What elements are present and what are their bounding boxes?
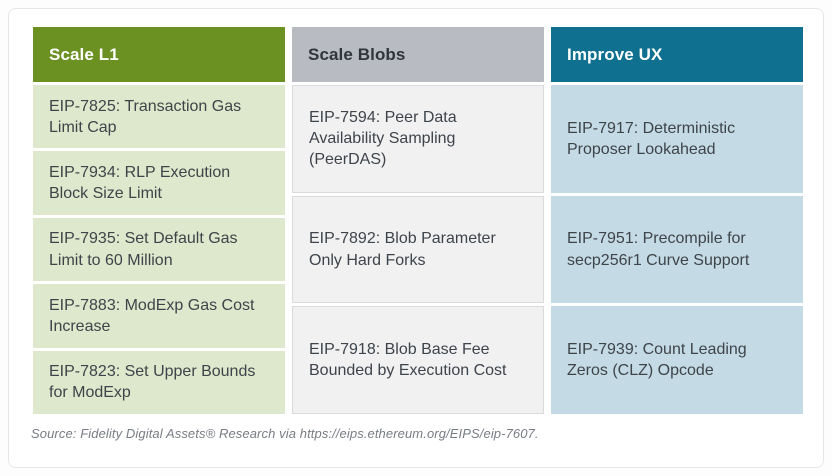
table-cell: EIP-7825: Transaction Gas Limit Cap [33, 85, 285, 149]
eip-item-label: EIP-7917: Deterministic Proposer Lookahe… [567, 119, 736, 158]
table-cell: EIP-7917: Deterministic Proposer Lookahe… [551, 85, 803, 193]
column-improve-ux: Improve UX EIP-7917: Deterministic Propo… [551, 27, 803, 415]
table-cell: EIP-7823: Set Upper Bounds for ModExp [33, 350, 285, 415]
figure-card: Scale L1 EIP-7825: Transaction Gas Limit… [8, 8, 824, 468]
table-cell: EIP-7594: Peer Data Availability Samplin… [292, 85, 544, 193]
column-header-label: Scale L1 [49, 44, 119, 64]
eip-item-label: EIP-7825: Transaction Gas Limit Cap [49, 97, 242, 136]
column-header-scale-blobs: Scale Blobs [292, 27, 544, 82]
table-cell: EIP-7918: Blob Base Fee Bounded by Execu… [292, 306, 544, 415]
table-cell: EIP-7935: Set Default Gas Limit to 60 Mi… [33, 217, 285, 282]
column-header-scale-l1: Scale L1 [33, 27, 285, 82]
eip-item-label: EIP-7883: ModExp Gas Cost Increase [49, 296, 255, 335]
eip-item-label: EIP-7918: Blob Base Fee Bounded by Execu… [309, 341, 507, 380]
eip-table: Scale L1 EIP-7825: Transaction Gas Limit… [33, 27, 803, 415]
table-cell: EIP-7939: Count Leading Zeros (CLZ) Opco… [551, 306, 803, 415]
source-note: Source: Fidelity Digital Assets® Researc… [31, 426, 539, 441]
table-cell: EIP-7892: Blob Parameter Only Hard Forks [292, 195, 544, 304]
column-header-label: Improve UX [567, 44, 663, 64]
column-header-improve-ux: Improve UX [551, 27, 803, 82]
eip-item-label: EIP-7934: RLP Execution Block Size Limit [49, 164, 231, 203]
table-cell: EIP-7883: ModExp Gas Cost Increase [33, 284, 285, 348]
column-scale-l1: Scale L1 EIP-7825: Transaction Gas Limit… [33, 27, 285, 415]
column-header-label: Scale Blobs [308, 44, 406, 64]
column-scale-blobs: Scale Blobs EIP-7594: Peer Data Availabi… [292, 27, 544, 415]
eip-item-label: EIP-7939: Count Leading Zeros (CLZ) Opco… [567, 341, 747, 380]
eip-item-label: EIP-7892: Blob Parameter Only Hard Forks [309, 230, 496, 269]
eip-item-label: EIP-7594: Peer Data Availability Samplin… [309, 109, 457, 169]
table-cell: EIP-7934: RLP Execution Block Size Limit [33, 151, 285, 215]
table-cell: EIP-7951: Precompile for secp256r1 Curve… [551, 195, 803, 304]
eip-item-label: EIP-7935: Set Default Gas Limit to 60 Mi… [49, 230, 238, 269]
eip-item-label: EIP-7951: Precompile for secp256r1 Curve… [567, 230, 750, 269]
eip-item-label: EIP-7823: Set Upper Bounds for ModExp [49, 363, 256, 402]
